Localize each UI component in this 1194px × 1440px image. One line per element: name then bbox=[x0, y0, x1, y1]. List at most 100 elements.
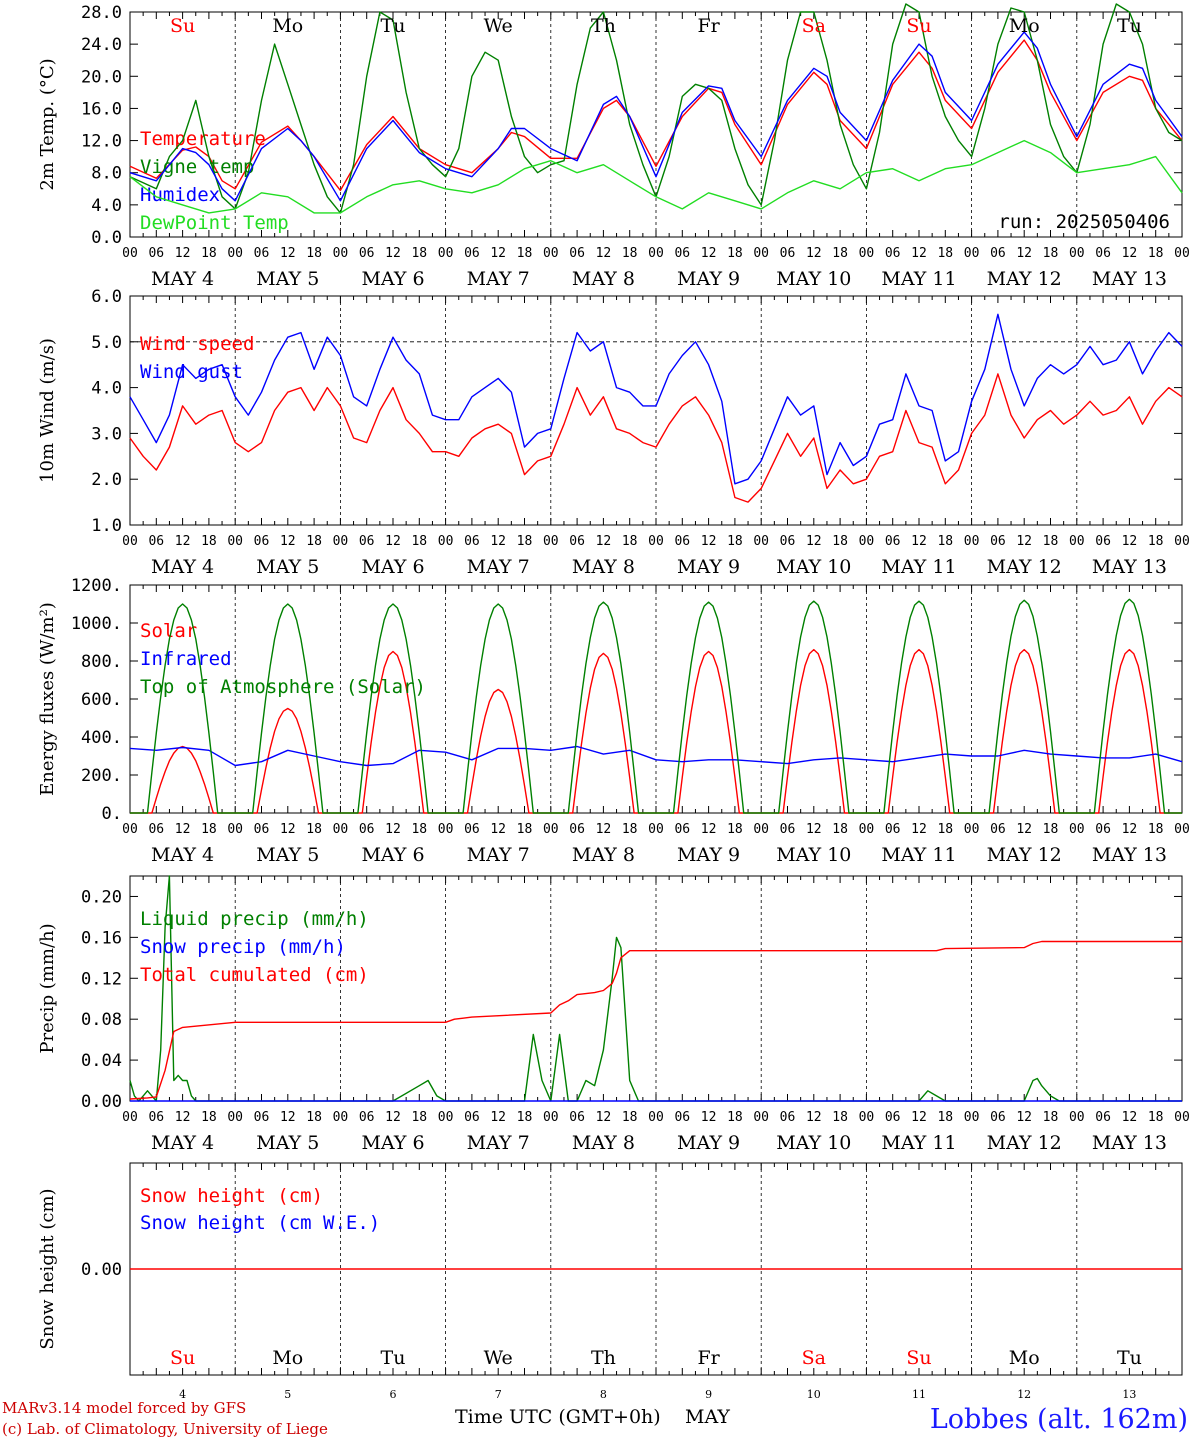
hour-label: 12 bbox=[280, 1110, 296, 1125]
hour-label: 12 bbox=[701, 822, 717, 837]
weekday-label: Mo bbox=[272, 15, 303, 37]
y-tick-label: 16.0 bbox=[81, 99, 122, 119]
date-label: MAY 10 bbox=[776, 556, 851, 578]
date-label: MAY 10 bbox=[776, 1132, 851, 1154]
date-label: MAY 11 bbox=[881, 556, 956, 578]
hour-label: 18 bbox=[201, 534, 217, 549]
hour-label: 12 bbox=[175, 822, 191, 837]
hour-label: 00 bbox=[227, 822, 243, 837]
weekday-label: Tu bbox=[1117, 1347, 1142, 1369]
y-tick-label: 0.04 bbox=[81, 1051, 122, 1071]
hour-label: 18 bbox=[306, 822, 322, 837]
y-tick-label: 20.0 bbox=[81, 67, 122, 87]
y-tick-label: 0.08 bbox=[81, 1010, 122, 1030]
hour-label: 00 bbox=[438, 246, 454, 261]
hour-label: 00 bbox=[122, 246, 138, 261]
y-tick-label: 5.0 bbox=[91, 333, 122, 353]
hour-label: 00 bbox=[753, 822, 769, 837]
hour-label: 12 bbox=[806, 246, 822, 261]
legend-entry: Snow precip (mm/h) bbox=[140, 936, 346, 958]
series-line bbox=[129, 39, 1183, 192]
hour-label: 18 bbox=[517, 534, 533, 549]
hour-label: 06 bbox=[569, 534, 585, 549]
hour-label: 12 bbox=[1016, 1110, 1032, 1125]
weekday-label: Mo bbox=[272, 1347, 303, 1369]
date-label: MAY 12 bbox=[987, 556, 1062, 578]
hour-label: 06 bbox=[254, 822, 270, 837]
hour-label: 12 bbox=[911, 246, 927, 261]
date-label: MAY 5 bbox=[256, 556, 319, 578]
date-label: MAY 6 bbox=[361, 556, 424, 578]
day-number-label: 5 bbox=[284, 1388, 291, 1401]
weekday-label: Tu bbox=[381, 1347, 406, 1369]
hour-label: 18 bbox=[306, 534, 322, 549]
panel-2: 1.0 2.0 3.0 4.0 5.0 6.0 10m Wind (m/s) 00 06 12 18… bbox=[37, 287, 1190, 578]
hour-label: 06 bbox=[464, 822, 480, 837]
date-label: MAY 9 bbox=[677, 268, 740, 290]
hour-label: 18 bbox=[411, 1110, 427, 1125]
date-label: MAY 8 bbox=[572, 268, 635, 290]
hour-label: 12 bbox=[596, 1110, 612, 1125]
hour-label: 06 bbox=[464, 1110, 480, 1125]
day-number-label: 6 bbox=[390, 1388, 397, 1401]
series-line bbox=[129, 139, 1183, 214]
series-line bbox=[129, 313, 1183, 485]
date-label: MAY 13 bbox=[1092, 844, 1167, 866]
hour-label: 12 bbox=[385, 246, 401, 261]
hour-label: 00 bbox=[227, 1110, 243, 1125]
hour-label: 06 bbox=[569, 822, 585, 837]
weekday-label: Su bbox=[906, 15, 931, 37]
date-label: MAY 11 bbox=[881, 268, 956, 290]
date-label: MAY 4 bbox=[151, 844, 214, 866]
hour-label: 12 bbox=[175, 246, 191, 261]
hour-label: 12 bbox=[701, 534, 717, 549]
hour-label: 18 bbox=[832, 1110, 848, 1125]
date-label: MAY 12 bbox=[987, 268, 1062, 290]
y-tick-label: 3.0 bbox=[91, 424, 122, 444]
y-tick-label: 0.12 bbox=[81, 969, 122, 989]
legend-entry: Temperature bbox=[140, 128, 266, 150]
station-label: Lobbes (alt. 162m) bbox=[930, 1404, 1188, 1435]
hour-label: 18 bbox=[306, 246, 322, 261]
hour-label: 00 bbox=[964, 246, 980, 261]
hour-label: 12 bbox=[806, 1110, 822, 1125]
y-tick-label: 24.0 bbox=[81, 35, 122, 55]
date-label: MAY 10 bbox=[776, 844, 851, 866]
legend-entry: Wind speed bbox=[140, 333, 254, 355]
y-axis-label: Precip (mm/h) bbox=[37, 923, 58, 1053]
hour-label: 06 bbox=[359, 1110, 375, 1125]
hour-label: 18 bbox=[1043, 246, 1059, 261]
date-label: MAY 8 bbox=[572, 844, 635, 866]
hour-label: 06 bbox=[359, 246, 375, 261]
y-axis-label: Snow height (cm) bbox=[37, 1188, 58, 1349]
hour-label: 12 bbox=[490, 1110, 506, 1125]
date-label: MAY 13 bbox=[1092, 556, 1167, 578]
hour-label: 12 bbox=[1122, 534, 1138, 549]
y-tick-label: 0.00 bbox=[81, 1092, 122, 1112]
hour-label: 18 bbox=[411, 246, 427, 261]
y-tick-label: 1200. bbox=[71, 576, 122, 596]
y-axis-label: 2m Temp. (°C) bbox=[37, 58, 58, 190]
y-axis-label: 10m Wind (m/s) bbox=[37, 338, 58, 483]
hour-label: 12 bbox=[175, 534, 191, 549]
hour-label: 06 bbox=[674, 534, 690, 549]
hour-label: 12 bbox=[1122, 246, 1138, 261]
hour-label: 00 bbox=[859, 534, 875, 549]
hour-label: 18 bbox=[517, 822, 533, 837]
hour-label: 18 bbox=[832, 246, 848, 261]
hour-label: 12 bbox=[490, 534, 506, 549]
legend-entry: Humidex bbox=[140, 184, 220, 206]
hour-label: 00 bbox=[1174, 246, 1190, 261]
hour-label: 00 bbox=[333, 822, 349, 837]
hour-label: 00 bbox=[964, 822, 980, 837]
date-label: MAY 7 bbox=[467, 1132, 530, 1154]
legend-entry: Liquid precip (mm/h) bbox=[140, 908, 369, 930]
hour-label: 00 bbox=[122, 534, 138, 549]
date-label: MAY 10 bbox=[776, 268, 851, 290]
legend-entry: Vigne temp bbox=[140, 156, 254, 178]
y-tick-label: 0.00 bbox=[81, 1260, 122, 1280]
weekday-label: Su bbox=[906, 1347, 931, 1369]
weekday-label: Fr bbox=[697, 15, 720, 37]
hour-label: 06 bbox=[464, 246, 480, 261]
y-tick-label: 0. bbox=[102, 804, 122, 824]
